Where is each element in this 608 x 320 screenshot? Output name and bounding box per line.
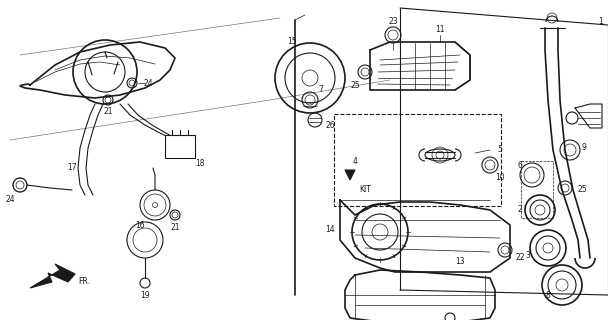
Text: 2: 2 (517, 205, 522, 214)
Text: KIT: KIT (359, 186, 371, 195)
Text: 25: 25 (350, 81, 360, 90)
Text: 4: 4 (353, 157, 358, 166)
Text: 17: 17 (67, 164, 77, 172)
Text: 10: 10 (495, 173, 505, 182)
Text: 25: 25 (577, 186, 587, 195)
Text: 24: 24 (143, 78, 153, 87)
Text: FR.: FR. (78, 277, 90, 286)
Text: 24: 24 (5, 196, 15, 204)
Text: 9: 9 (582, 143, 587, 153)
Text: 14: 14 (325, 226, 335, 235)
Polygon shape (165, 135, 195, 158)
Text: 3: 3 (525, 251, 530, 260)
Text: 15: 15 (287, 37, 297, 46)
Text: 1: 1 (598, 18, 603, 27)
Text: 23: 23 (388, 18, 398, 27)
Text: 21: 21 (103, 108, 112, 116)
Text: 11: 11 (435, 26, 444, 35)
Text: 6: 6 (517, 161, 522, 170)
Text: 26: 26 (325, 121, 334, 130)
Text: 7: 7 (318, 85, 323, 94)
Text: 16: 16 (135, 220, 145, 229)
Text: 18: 18 (195, 158, 204, 167)
Polygon shape (345, 170, 355, 180)
Text: 8: 8 (545, 291, 550, 300)
Text: 21: 21 (170, 223, 180, 233)
Polygon shape (30, 264, 75, 288)
Text: 22: 22 (515, 253, 525, 262)
Text: 19: 19 (140, 291, 150, 300)
Text: 13: 13 (455, 258, 465, 267)
Text: 5: 5 (497, 146, 502, 155)
